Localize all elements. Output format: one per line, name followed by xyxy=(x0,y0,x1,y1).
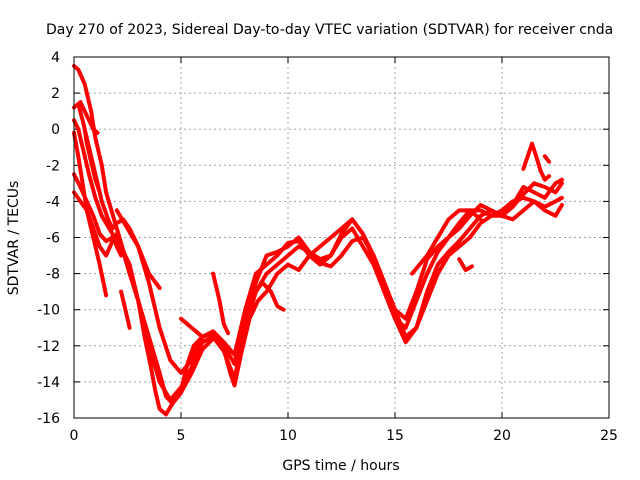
series-trace-7 xyxy=(78,100,100,135)
plot-area xyxy=(72,64,564,417)
x-tick-label: 10 xyxy=(279,428,297,444)
series-trace-12 xyxy=(211,271,231,336)
series-trace-8 xyxy=(82,127,102,195)
series-trace-16 xyxy=(521,141,552,182)
series-trace-9 xyxy=(114,208,162,290)
x-tick-label: 5 xyxy=(177,428,186,444)
y-tick-label: -10 xyxy=(37,303,60,319)
x-tick-label: 20 xyxy=(493,428,511,444)
y-tick-label: -2 xyxy=(46,158,60,174)
y-tick-label: -8 xyxy=(46,267,60,283)
x-tick-label: 25 xyxy=(600,428,618,444)
chart-title: Day 270 of 2023, Sidereal Day-to-day VTE… xyxy=(46,22,613,38)
series-trace-15 xyxy=(457,257,474,272)
x-tick-label: 0 xyxy=(70,428,79,444)
y-tick-label: 2 xyxy=(51,86,60,102)
y-tick-label: -16 xyxy=(37,411,60,427)
series-trace-10 xyxy=(119,289,132,330)
y-axis-label: SDTVAR / TECUs xyxy=(6,181,22,296)
series-trace-6 xyxy=(72,130,109,298)
series-trace-2 xyxy=(72,101,564,375)
y-tick-label: -4 xyxy=(46,194,60,210)
y-tick-label: 4 xyxy=(51,50,60,66)
plot-frame xyxy=(73,56,610,419)
x-tick-label: 15 xyxy=(386,428,404,444)
series-trace-11 xyxy=(179,316,205,339)
y-tick-label: -14 xyxy=(37,375,60,391)
y-tick-label: -12 xyxy=(37,339,60,355)
y-tick-label: 0 xyxy=(51,122,60,138)
series-trace-14 xyxy=(410,208,483,276)
x-axis-label: GPS time / hours xyxy=(282,458,399,474)
series-trace-17 xyxy=(542,154,552,164)
series-trace-4 xyxy=(72,181,564,417)
y-tick-label: -6 xyxy=(46,231,60,247)
series-trace-5 xyxy=(72,118,124,258)
series-trace-13 xyxy=(247,280,286,312)
